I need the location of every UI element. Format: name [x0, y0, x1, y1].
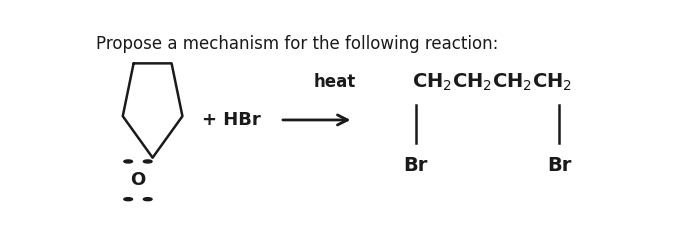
Text: O: O — [130, 171, 146, 189]
Text: heat: heat — [313, 73, 356, 91]
Text: Br: Br — [403, 156, 428, 175]
Circle shape — [144, 160, 152, 163]
Circle shape — [144, 198, 152, 201]
Text: Propose a mechanism for the following reaction:: Propose a mechanism for the following re… — [96, 35, 498, 53]
Text: CH$_2$CH$_2$CH$_2$CH$_2$: CH$_2$CH$_2$CH$_2$CH$_2$ — [412, 72, 572, 93]
Text: Br: Br — [547, 156, 572, 175]
Circle shape — [124, 160, 132, 163]
Text: + HBr: + HBr — [202, 111, 260, 129]
Circle shape — [124, 198, 132, 201]
